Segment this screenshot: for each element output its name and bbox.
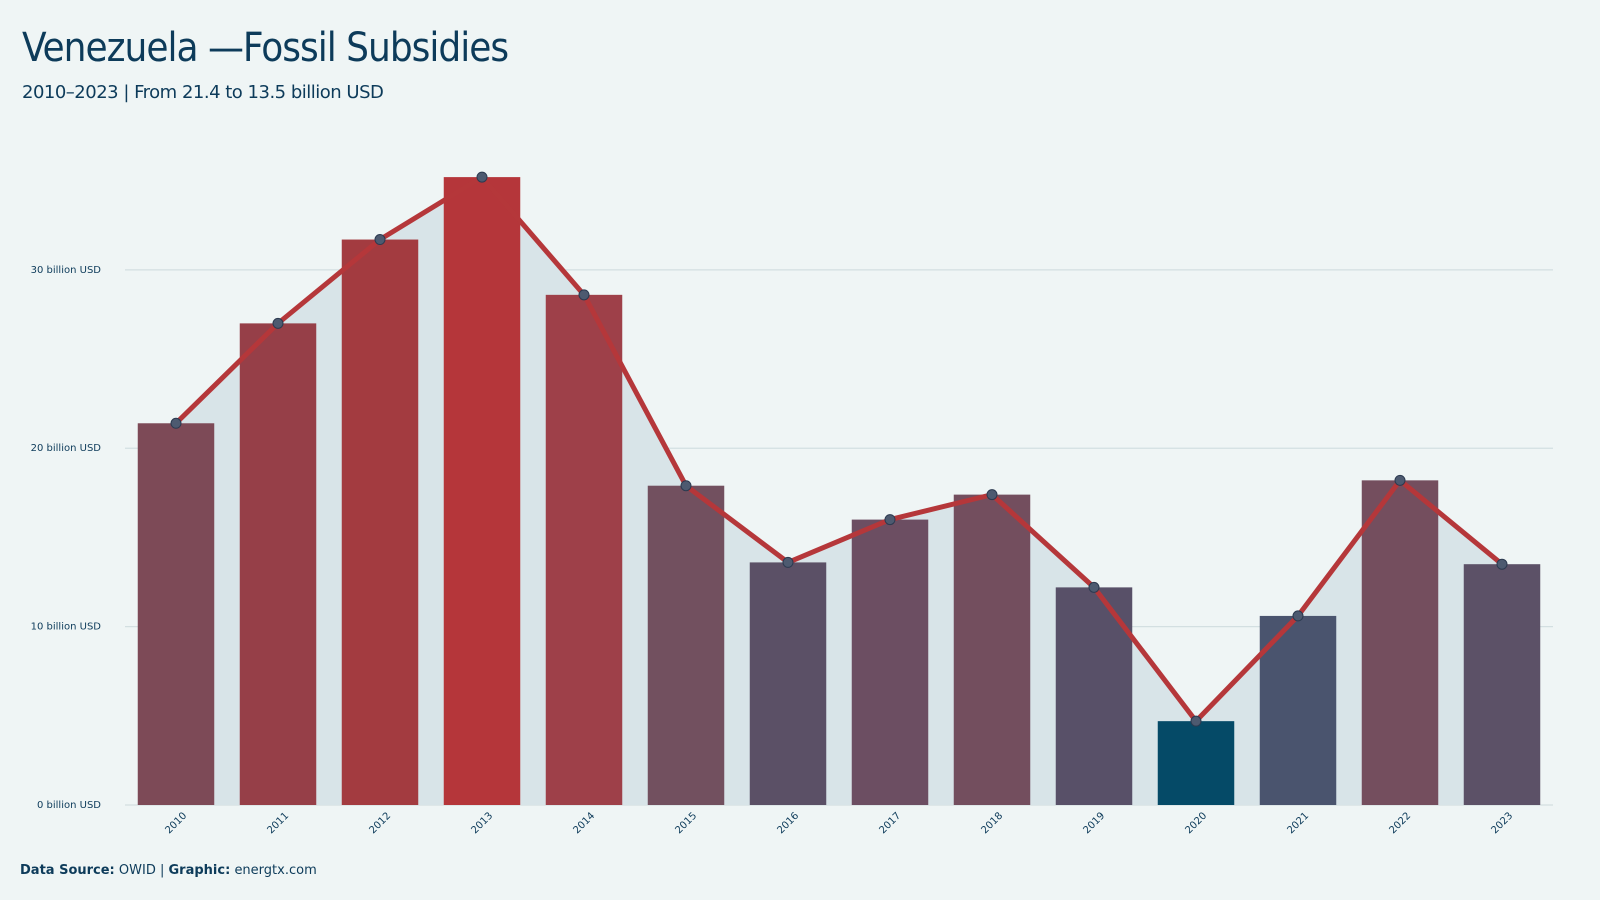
graphic-label: Graphic: [169, 863, 231, 878]
bar [647, 485, 725, 805]
source-label: Data Source: [20, 863, 115, 878]
bar [341, 239, 419, 806]
bar [137, 423, 215, 805]
source: OWID [119, 863, 156, 878]
point [986, 489, 998, 501]
bar [1259, 615, 1337, 805]
y-tick-label: 30 billion USD [31, 265, 102, 276]
point [1292, 610, 1304, 622]
point [782, 556, 794, 568]
line [174, 174, 1504, 724]
bar [1157, 721, 1235, 805]
point [476, 171, 488, 183]
point [680, 480, 692, 492]
plot: 0 billion USD 10 billion USD 20 billion US… [31, 171, 1553, 836]
bar [953, 494, 1031, 805]
point [1496, 558, 1508, 570]
separator: | [160, 863, 164, 878]
point [374, 234, 386, 246]
bar [851, 519, 929, 805]
point [884, 514, 896, 526]
point [578, 289, 590, 301]
y-tick-label: 0 billion USD [37, 800, 101, 811]
point [1394, 474, 1406, 486]
point [170, 417, 182, 429]
point [1190, 715, 1202, 727]
chart-title: Venezuela —Fossil Subsidies [22, 25, 508, 71]
graphic: energtx.com [234, 863, 316, 878]
bar [443, 177, 521, 806]
bar [1361, 480, 1439, 805]
point [272, 317, 284, 329]
y-tick-label: 20 billion USD [31, 443, 102, 454]
bar [1463, 564, 1541, 805]
point [1088, 581, 1100, 593]
bar [239, 323, 317, 805]
bar [749, 562, 827, 805]
chart-subtitle: 2010–2023 | From 21.4 to 13.5 billion US… [22, 82, 383, 103]
bar [545, 294, 623, 805]
footer: Data Source: OWID | Graphic: energtx.com [20, 863, 317, 878]
y-tick-label: 10 billion USD [31, 622, 102, 633]
